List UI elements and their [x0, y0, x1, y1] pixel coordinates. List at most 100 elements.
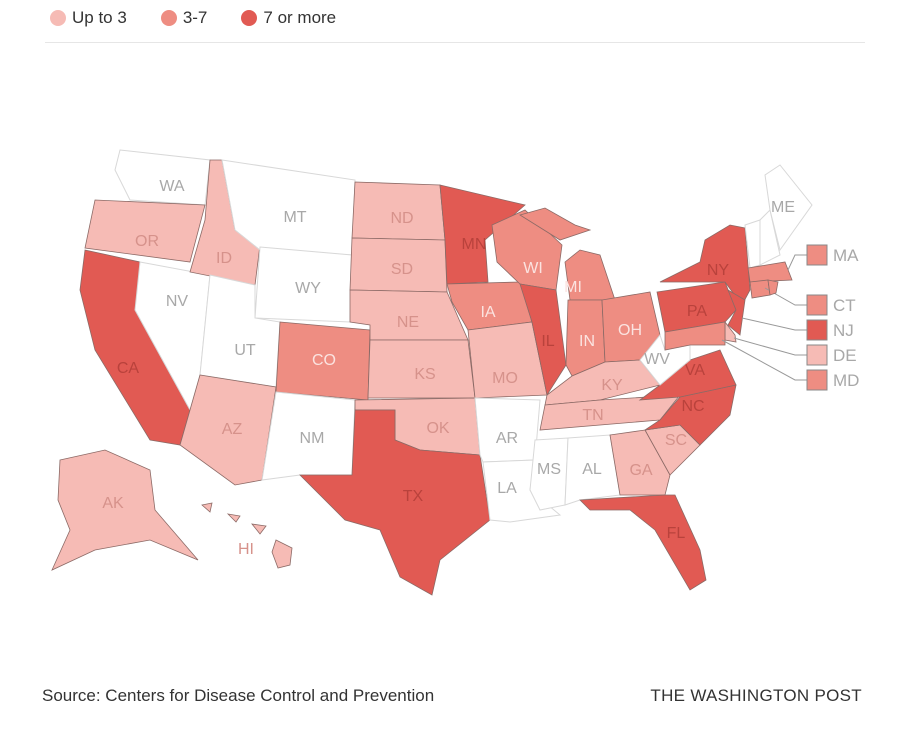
source-note: Source: Centers for Disease Control and … [42, 686, 435, 705]
publisher-credit: THE WASHINGTON POST [650, 686, 862, 705]
state-label: ID [216, 250, 232, 267]
state-label: CA [117, 360, 140, 377]
state-nh[interactable] [759, 209, 781, 266]
state-az[interactable] [179, 374, 277, 486]
state-label: AK [102, 495, 124, 512]
legend-label-high: 7 or more [263, 8, 337, 27]
state-il[interactable] [519, 283, 567, 397]
state-shape[interactable] [539, 394, 681, 431]
callout-swatch-md [806, 369, 828, 391]
state-label: SC [665, 432, 687, 449]
state-fl[interactable] [579, 494, 707, 591]
state-label: WI [523, 260, 543, 277]
state-shape[interactable] [519, 283, 567, 397]
state-label: NE [397, 314, 419, 331]
state-label: PA [687, 303, 707, 320]
state-shape[interactable] [179, 374, 277, 486]
callout-swatch-ct [806, 294, 828, 316]
state-label: MI [564, 279, 582, 296]
state-shape[interactable] [251, 523, 267, 535]
state-label: IA [480, 304, 495, 321]
state-shape[interactable] [759, 209, 781, 266]
state-shape[interactable] [529, 437, 569, 511]
state-label: AR [496, 430, 518, 447]
state-shape[interactable] [299, 409, 491, 596]
state-shape[interactable] [664, 321, 726, 351]
state-mn[interactable] [439, 184, 526, 285]
state-wa[interactable] [114, 149, 211, 206]
state-shape[interactable] [644, 384, 737, 446]
legend-swatch-mid [160, 10, 177, 26]
state-ms[interactable] [529, 437, 569, 511]
state-shape[interactable] [564, 434, 621, 506]
state-ri[interactable] [767, 279, 779, 296]
state-pa[interactable] [656, 281, 737, 333]
state-label: WY [295, 280, 321, 297]
state-al[interactable] [564, 434, 621, 506]
legend-swatch-high [241, 10, 258, 26]
state-shape[interactable] [84, 199, 206, 263]
state-label: WV [644, 351, 670, 368]
state-shape[interactable] [271, 539, 293, 569]
callout-swatch-nj [806, 319, 828, 341]
state-label: MO [492, 370, 518, 387]
state-label: FL [667, 525, 686, 542]
state-shape[interactable] [656, 281, 737, 333]
state-md[interactable] [664, 321, 726, 351]
state-label: OH [618, 322, 642, 339]
state-label: MT [283, 209, 306, 226]
legend-label-low: Up to 3 [72, 8, 127, 27]
callout-leader-line [733, 337, 815, 356]
state-label: ME [771, 199, 795, 216]
state-label: AZ [222, 421, 243, 438]
state-shape[interactable] [201, 502, 213, 513]
state-label: HI [238, 541, 254, 558]
state-label: MD [833, 371, 859, 390]
state-shape[interactable] [114, 149, 211, 206]
state-label: AL [582, 461, 602, 478]
state-shape[interactable] [579, 494, 707, 591]
state-label: TX [403, 488, 424, 505]
state-shape[interactable] [439, 184, 526, 285]
state-label: NY [707, 262, 730, 279]
state-shape[interactable] [519, 207, 592, 241]
legend-label-mid: 3-7 [182, 8, 208, 27]
state-label: KY [601, 377, 623, 394]
state-shape[interactable] [564, 249, 616, 301]
state-shape[interactable] [51, 449, 199, 571]
state-nj[interactable] [727, 289, 746, 336]
state-label: MS [537, 461, 561, 478]
state-label: KS [414, 366, 435, 383]
state-tn[interactable] [539, 394, 681, 431]
callout-swatch-de [806, 344, 828, 366]
legend-divider [45, 42, 865, 43]
state-label: UT [234, 342, 256, 359]
callout-leader-line [741, 317, 815, 331]
state-label: CO [312, 352, 336, 369]
state-label: TN [582, 407, 603, 424]
state-shape[interactable] [226, 513, 241, 523]
state-tx[interactable] [299, 409, 491, 596]
state-shape[interactable] [764, 164, 813, 252]
state-mi[interactable] [519, 207, 616, 301]
state-ma[interactable] [747, 261, 793, 283]
state-label: MN [462, 236, 487, 253]
state-shape[interactable] [609, 429, 671, 496]
legend: Up to 3 3-7 7 or more [50, 8, 336, 28]
state-shape[interactable] [747, 261, 793, 283]
state-shape[interactable] [767, 279, 779, 296]
state-label: IN [579, 333, 595, 350]
state-ga[interactable] [609, 429, 671, 496]
state-or[interactable] [84, 199, 206, 263]
state-nc[interactable] [644, 384, 737, 446]
state-shape[interactable] [727, 289, 746, 336]
state-label: SD [391, 261, 413, 278]
state-label: OK [426, 420, 449, 437]
state-label: WA [159, 178, 185, 195]
state-hi[interactable] [201, 502, 293, 569]
state-me[interactable] [764, 164, 813, 252]
state-label: GA [629, 462, 652, 479]
state-ak[interactable] [51, 449, 199, 571]
state-label: NM [300, 430, 325, 447]
